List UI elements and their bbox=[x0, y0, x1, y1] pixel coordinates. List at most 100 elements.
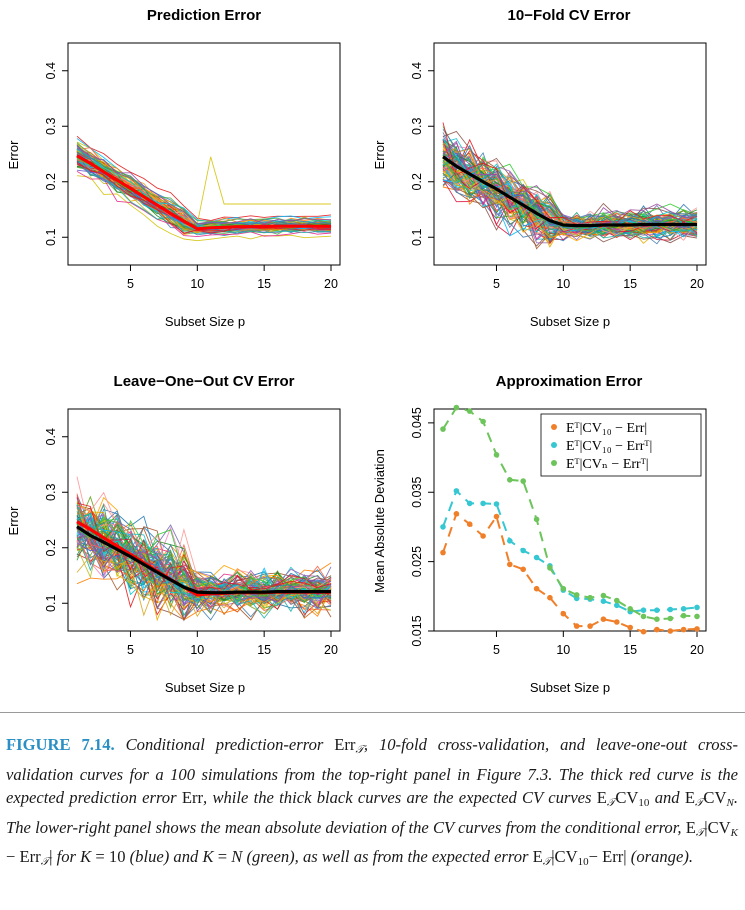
data-point bbox=[640, 607, 647, 613]
caption-divider bbox=[0, 712, 745, 713]
simulated-curve bbox=[442, 169, 698, 233]
data-point bbox=[587, 594, 593, 601]
y-tick-label: 0.045 bbox=[410, 407, 424, 438]
data-point bbox=[453, 488, 460, 494]
y-tick-label: 0.015 bbox=[410, 615, 424, 646]
x-tick-label: 20 bbox=[690, 643, 704, 657]
data-point bbox=[614, 619, 620, 625]
x-tick-label: 10 bbox=[190, 277, 204, 291]
data-point bbox=[520, 566, 526, 573]
x-axis-label: Subset Size p bbox=[530, 680, 610, 695]
y-tick-label: 0.2 bbox=[410, 173, 424, 190]
x-tick-label: 15 bbox=[257, 643, 271, 657]
simulated-curve bbox=[76, 518, 332, 615]
x-tick-label: 15 bbox=[257, 277, 271, 291]
data-point bbox=[654, 626, 660, 633]
figure-plots: Prediction Error Subset Size p Error 5 10… bbox=[6, 7, 707, 695]
y-tick-label: 0.4 bbox=[410, 62, 424, 79]
y-axis-label: Mean Absolute Deviation bbox=[372, 449, 387, 593]
y-tick-label: 0.4 bbox=[44, 62, 58, 79]
simulated-curve bbox=[76, 157, 332, 230]
data-point bbox=[614, 597, 620, 604]
y-axis-label: Error bbox=[6, 506, 21, 536]
simulated-curve bbox=[76, 522, 332, 608]
plot-area: 5 10 15 20 0.1 0.2 0.3 0.4 bbox=[44, 428, 338, 657]
y-tick-label: 0.2 bbox=[44, 173, 58, 190]
expected-cv-curve bbox=[442, 155, 697, 228]
simulated-curve bbox=[76, 149, 332, 227]
panel-prediction-error: Prediction Error Subset Size p Error 5 10… bbox=[6, 7, 341, 329]
data-point bbox=[694, 613, 700, 620]
data-point bbox=[533, 585, 540, 592]
data-point bbox=[680, 626, 687, 633]
panel-10-fold-cv-error: 10−Fold CV Error Subset Size p Error 5 10… bbox=[372, 7, 707, 329]
data-point bbox=[533, 516, 540, 523]
data-point bbox=[547, 594, 553, 601]
y-tick-label: 0.3 bbox=[44, 484, 58, 501]
data-point bbox=[520, 547, 526, 554]
series-line bbox=[442, 512, 698, 633]
data-point bbox=[654, 616, 660, 622]
y-tick-label: 0.1 bbox=[410, 229, 424, 246]
x-tick-label: 5 bbox=[127, 643, 134, 657]
data-point bbox=[466, 500, 473, 507]
simulated-curve bbox=[442, 142, 698, 228]
panel-loo-cv-error: Leave−One−Out CV Error Subset Size p Err… bbox=[6, 373, 341, 695]
legend-entry: Eᵀ|CVₙ − Errᵀ| bbox=[566, 457, 649, 472]
y-tick-label: 0.035 bbox=[410, 477, 424, 508]
simulated-curve bbox=[442, 140, 698, 232]
plot-area: 5 10 15 20 0.1 0.2 0.3 0.4 bbox=[410, 62, 704, 291]
y-tick-label: 0.1 bbox=[44, 229, 58, 246]
x-axis-label: Subset Size p bbox=[530, 314, 610, 329]
data-point bbox=[520, 478, 526, 484]
x-axis-label: Subset Size p bbox=[165, 314, 245, 329]
simulated-curve bbox=[76, 537, 332, 603]
expected-cv-curve bbox=[76, 525, 331, 595]
y-axis-label: Error bbox=[6, 140, 21, 170]
data-point bbox=[573, 623, 580, 629]
data-point bbox=[627, 624, 633, 631]
x-tick-label: 15 bbox=[623, 277, 637, 291]
simulated-curve bbox=[76, 142, 332, 224]
x-tick-label: 10 bbox=[556, 643, 570, 657]
plot-frame bbox=[67, 42, 341, 266]
legend-marker bbox=[551, 442, 557, 448]
data-point bbox=[667, 628, 674, 634]
plot-frame bbox=[433, 42, 707, 266]
panel-approximation-error: Approximation Error Subset Size p Mean A… bbox=[372, 373, 707, 695]
data-point bbox=[614, 602, 620, 609]
data-point bbox=[480, 500, 486, 507]
data-point bbox=[694, 626, 700, 632]
data-point bbox=[547, 565, 553, 571]
y-tick-label: 0.2 bbox=[44, 539, 58, 556]
legend: Eᵀ|CV₁₀ − Err| Eᵀ|CV₁₀ − Errᵀ| Eᵀ|CVₙ − … bbox=[540, 413, 702, 477]
x-tick-label: 5 bbox=[493, 277, 500, 291]
simulated-curve bbox=[76, 175, 332, 242]
panel-title: Prediction Error bbox=[147, 7, 261, 24]
data-point bbox=[440, 426, 446, 432]
simulated-curve bbox=[76, 147, 331, 225]
simulated-curve bbox=[76, 508, 332, 588]
data-point bbox=[600, 598, 607, 604]
simulated-curve bbox=[442, 122, 698, 226]
legend-entry: Eᵀ|CV₁₀ − Errᵀ| bbox=[566, 439, 652, 454]
plot-frame bbox=[433, 408, 707, 632]
figure-label: FIGURE 7.14. bbox=[6, 735, 115, 754]
x-tick-label: 20 bbox=[324, 643, 338, 657]
data-point bbox=[680, 612, 687, 619]
data-point bbox=[493, 452, 500, 458]
plot-area: 5 10 15 20 0.1 0.2 0.3 0.4 bbox=[44, 62, 338, 291]
data-point bbox=[453, 404, 460, 411]
data-point bbox=[587, 623, 593, 629]
y-tick-label: 0.025 bbox=[410, 546, 424, 577]
data-point bbox=[493, 513, 500, 520]
panel-title: Approximation Error bbox=[496, 373, 643, 390]
y-axis-label: Error bbox=[372, 140, 387, 170]
simulated-curve bbox=[76, 496, 332, 597]
data-point bbox=[654, 607, 660, 613]
y-tick-label: 0.1 bbox=[44, 595, 58, 612]
data-point bbox=[440, 524, 446, 530]
data-point bbox=[533, 554, 540, 561]
expected-error-curve bbox=[76, 154, 331, 231]
data-point bbox=[480, 533, 486, 539]
